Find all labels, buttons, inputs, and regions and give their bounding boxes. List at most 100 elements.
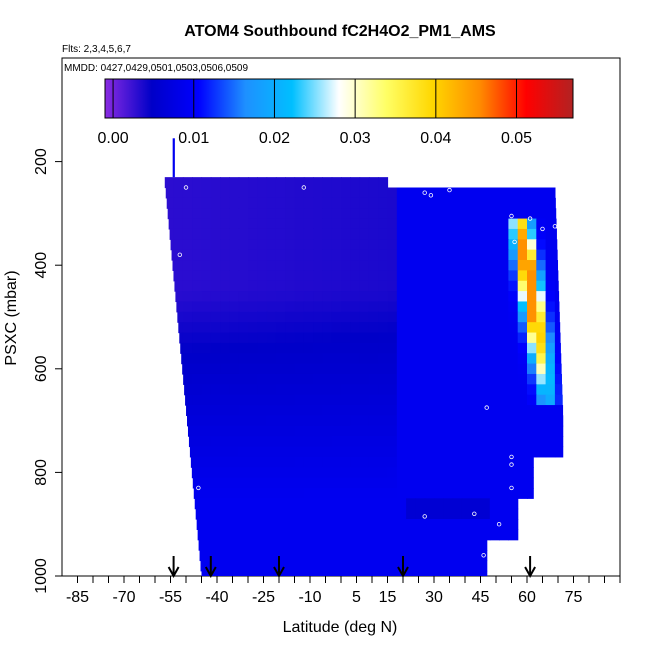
heatmap-cell <box>341 249 351 261</box>
heatmap-cell <box>341 446 351 458</box>
heatmap-cell <box>406 332 416 344</box>
heatmap-cell <box>294 208 305 220</box>
heatmap-cell <box>508 249 519 261</box>
heatmap-cell <box>368 456 379 468</box>
heatmap-cell <box>257 332 268 344</box>
heatmap-cell <box>545 322 556 334</box>
heatmap-cell <box>406 384 416 396</box>
heatmap-cell <box>192 301 203 313</box>
heatmap-cell <box>313 560 323 572</box>
heatmap-cell <box>359 280 370 292</box>
heatmap-cell <box>443 436 454 448</box>
heatmap-cell <box>359 508 370 520</box>
heatmap-cell <box>406 436 416 448</box>
heatmap-cell <box>434 363 444 375</box>
heatmap-cell <box>322 239 333 251</box>
heatmap-cell <box>313 539 323 551</box>
heatmap-cell <box>350 570 361 576</box>
sample-marker <box>552 224 558 229</box>
heatmap-cell <box>452 405 463 417</box>
heatmap-cell <box>480 249 491 261</box>
heatmap-cell <box>275 539 286 551</box>
heatmap-cell <box>359 363 370 375</box>
heatmap-cell <box>313 249 323 261</box>
heatmap-cell <box>368 177 379 189</box>
heatmap-cell <box>396 322 407 334</box>
heatmap-cell <box>201 249 212 261</box>
heatmap-cell <box>489 529 500 541</box>
heatmap-cell <box>434 550 444 562</box>
heatmap-cell <box>285 260 296 271</box>
heatmap-cell <box>303 249 314 261</box>
heatmap-cell <box>238 208 249 220</box>
heatmap-cell <box>499 353 509 365</box>
heatmap-cell <box>508 425 519 437</box>
heatmap-cell <box>201 228 212 240</box>
heatmap-cell <box>322 529 333 541</box>
sample-marker <box>509 462 514 467</box>
heatmap-cell <box>461 508 472 520</box>
x-tick-label: -85 <box>66 589 89 606</box>
heatmap-cell <box>313 197 323 209</box>
heatmap-cell <box>471 425 482 437</box>
heatmap-cell <box>378 373 389 385</box>
heatmap-cell <box>387 239 398 251</box>
heatmap-cell <box>341 550 351 562</box>
heatmap-cell <box>378 353 389 365</box>
heatmap-cell <box>201 519 212 530</box>
heatmap-cell <box>536 301 547 313</box>
heatmap-cell <box>201 280 212 292</box>
heatmap-cell <box>313 239 323 251</box>
heatmap-cell <box>434 394 444 406</box>
heatmap-cell <box>471 394 482 406</box>
heatmap-cell <box>368 394 379 406</box>
heatmap-cell <box>396 228 407 240</box>
heatmap-cell <box>415 249 426 261</box>
heatmap-cell <box>424 487 435 499</box>
heatmap-cell <box>406 519 416 530</box>
heatmap-cell <box>173 228 184 240</box>
heatmap-cell <box>471 301 482 313</box>
heatmap-cell <box>257 425 268 437</box>
flight-arrow <box>524 556 536 579</box>
heatmap-cell <box>248 446 258 458</box>
heatmap-cell <box>238 249 249 261</box>
heatmap-cell <box>359 550 370 562</box>
heatmap-cell <box>415 436 426 448</box>
heatmap-cell <box>424 239 435 251</box>
heatmap-cell <box>201 301 212 313</box>
heatmap-cell <box>275 218 286 230</box>
heatmap-cell <box>174 280 184 292</box>
heatmap-cell <box>434 519 444 530</box>
heatmap-cell <box>406 373 416 385</box>
heatmap-cell <box>415 342 426 354</box>
heatmap-cell <box>480 208 491 220</box>
heatmap-cell <box>201 477 212 489</box>
heatmap-cell <box>499 249 509 261</box>
heatmap-cell <box>199 550 203 562</box>
heatmap-cell <box>303 425 314 437</box>
heatmap-cell <box>424 208 435 220</box>
heatmap-cell <box>322 436 333 448</box>
heatmap-cell <box>536 311 547 323</box>
heatmap-cell <box>489 291 500 303</box>
heatmap-cell <box>461 322 472 334</box>
heatmap-cell <box>387 187 398 199</box>
heatmap-cell <box>517 342 528 354</box>
heatmap-cell <box>192 342 203 354</box>
heatmap-cell <box>378 436 389 448</box>
heatmap-cell <box>508 208 519 220</box>
heatmap-cell <box>359 384 370 396</box>
heatmap-cell <box>294 260 305 271</box>
heatmap-cell <box>294 405 305 417</box>
heatmap-cell <box>220 260 230 271</box>
heatmap-cell <box>294 291 305 303</box>
heatmap-cell <box>378 508 389 520</box>
heatmap-cell <box>378 456 389 468</box>
heatmap-cell <box>461 487 472 499</box>
heatmap-cell <box>183 373 193 385</box>
heatmap-cell <box>331 353 342 365</box>
heatmap-cell <box>229 560 240 572</box>
heatmap-cell <box>275 425 286 437</box>
heatmap-cell <box>536 260 547 271</box>
